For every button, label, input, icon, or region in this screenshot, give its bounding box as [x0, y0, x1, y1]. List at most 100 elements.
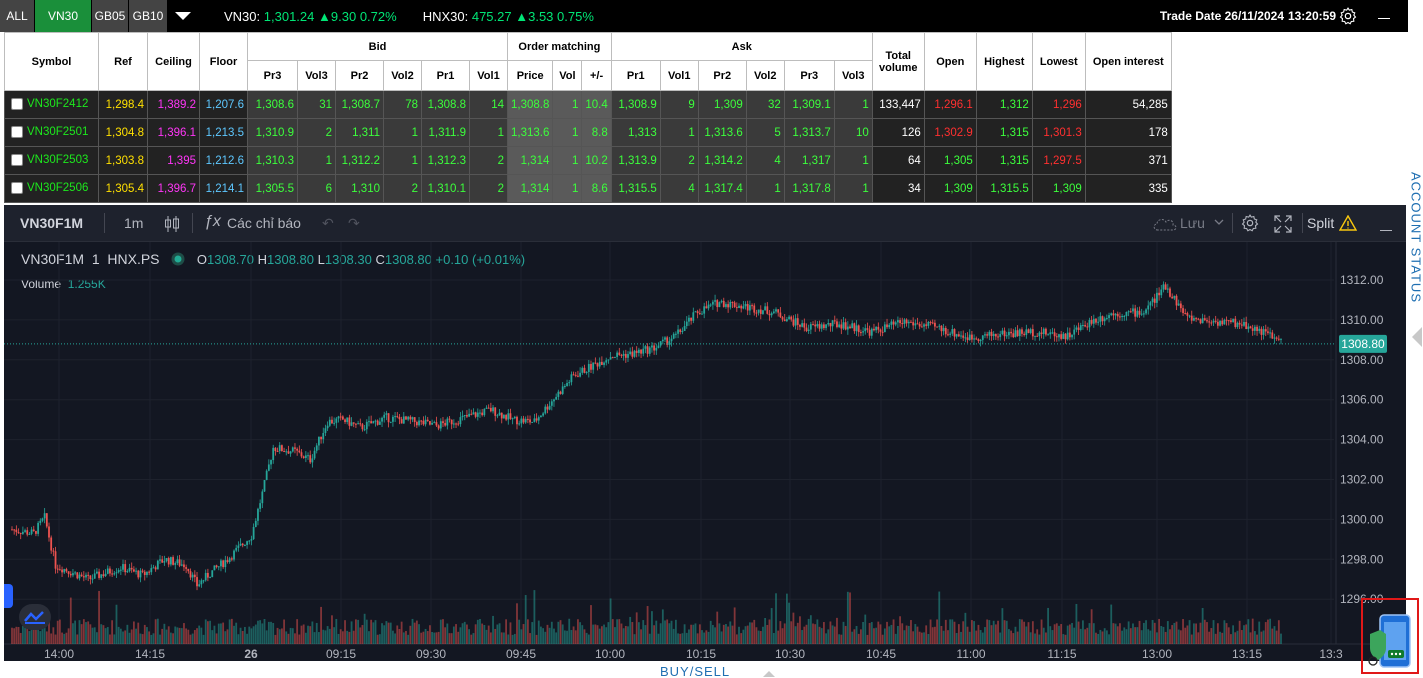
volume-bar: [992, 620, 995, 644]
volume-bar: [355, 619, 357, 644]
chevron-up-icon[interactable]: [762, 670, 776, 678]
fullscreen-icon[interactable]: [1274, 215, 1292, 233]
volume-bar: [772, 633, 775, 644]
volume-bar: [975, 630, 978, 644]
redo-icon[interactable]: ↷: [348, 215, 360, 231]
candle: [570, 374, 573, 383]
candle: [481, 412, 484, 416]
board-cell: 1,301.3: [1031, 118, 1086, 147]
chart-symbol-button[interactable]: VN30F1M: [20, 215, 84, 231]
candle: [296, 448, 299, 451]
volume-bar: [720, 631, 723, 644]
row-checkbox[interactable]: [11, 126, 23, 139]
chevron-down-icon[interactable]: [1214, 219, 1224, 226]
tradingview-logo-icon[interactable]: [19, 604, 51, 630]
board-row[interactable]: VN30F2501 1,304.8 1,396.1 1,213.5 1,310.9 2 1,…: [4, 118, 1172, 147]
candle: [910, 321, 912, 323]
header-ref: Ref: [98, 32, 148, 91]
volume-bar: [1003, 620, 1006, 644]
mobile-app-icon[interactable]: [1366, 612, 1416, 670]
candle: [875, 326, 878, 331]
candlestick-chart[interactable]: 1312.00 1310.00 1308.00 1306.00 1304.00 1302.…: [4, 242, 1406, 661]
volume-bar: [1090, 609, 1093, 644]
volume-bar: [1016, 631, 1019, 644]
symbol-label[interactable]: VN30F2412: [27, 98, 89, 111]
candle: [790, 316, 793, 320]
board-row[interactable]: VN30F2412 1,298.4 1,389.2 1,207.6 1,308.6 31 1…: [4, 90, 1172, 119]
volume-bar: [494, 628, 497, 644]
candle: [359, 423, 362, 425]
symbol-label[interactable]: VN30F2503: [27, 154, 89, 167]
volume-bar: [653, 625, 656, 644]
candle: [259, 503, 262, 509]
volume-bar: [346, 630, 349, 644]
time-tick-label: 09:45: [506, 647, 536, 661]
row-checkbox[interactable]: [11, 182, 23, 195]
minimize-icon[interactable]: [1380, 230, 1392, 231]
candle: [89, 575, 92, 579]
tab-all[interactable]: ALL: [0, 0, 34, 32]
board-cell: 1,296: [1031, 90, 1086, 119]
save-button[interactable]: Lưu: [1180, 215, 1205, 231]
split-button[interactable]: Split: [1307, 215, 1335, 231]
row-checkbox[interactable]: [11, 98, 23, 111]
interval-button[interactable]: 1m: [124, 215, 144, 231]
candle: [788, 316, 790, 320]
chart-side-toggle[interactable]: [4, 584, 13, 608]
tab-gb05[interactable]: GB05: [92, 0, 128, 32]
candle: [855, 325, 858, 332]
candle: [568, 382, 571, 384]
candle: [801, 323, 804, 327]
candle: [642, 348, 645, 354]
volume-bar: [725, 624, 727, 644]
volume-bar: [683, 624, 686, 644]
symbol-label[interactable]: VN30F2501: [27, 126, 89, 139]
symbol-label[interactable]: VN30F2506: [27, 182, 89, 195]
volume-bar: [161, 628, 164, 644]
volume-bar: [1055, 623, 1058, 644]
board-cell: 2: [659, 146, 699, 175]
volume-bar: [637, 622, 640, 644]
legend-exchange: HNX.PS: [107, 251, 160, 267]
header-symbol: Symbol: [4, 32, 99, 91]
candle: [1201, 318, 1204, 324]
volume-bar: [383, 625, 386, 644]
volume-bar: [690, 624, 693, 644]
tab-vn30[interactable]: VN30: [35, 0, 91, 32]
candle: [233, 550, 235, 560]
candle: [285, 451, 288, 453]
volume-bar: [1012, 633, 1015, 644]
candle: [463, 415, 466, 417]
row-checkbox[interactable]: [11, 154, 23, 167]
candle: [1060, 334, 1063, 339]
candle: [1219, 320, 1221, 326]
market-dropdown-button[interactable]: [168, 11, 198, 21]
collapse-arrow-icon[interactable]: [1411, 326, 1423, 348]
candle: [1068, 332, 1071, 338]
candle: [860, 332, 862, 334]
warning-icon[interactable]: [1339, 215, 1357, 231]
board-row[interactable]: VN30F2506 1,305.4 1,396.7 1,214.1 1,305.5 6 1,…: [4, 174, 1172, 203]
tab-gb10[interactable]: GB10: [129, 0, 167, 32]
indicators-button[interactable]: Các chỉ báo: [227, 215, 301, 231]
candle-style-icon[interactable]: [164, 215, 180, 233]
cloud-icon[interactable]: [1152, 217, 1178, 231]
board-row[interactable]: VN30F2503 1,303.8 1,395 1,212.6 1,310.3 1 1,31…: [4, 146, 1172, 175]
settings-icon[interactable]: [1240, 213, 1260, 233]
volume-bar: [1064, 634, 1067, 644]
undo-icon[interactable]: ↶: [322, 215, 334, 231]
volume-bar: [785, 593, 788, 644]
account-status-tab[interactable]: ACCOUNT STATUS: [1406, 150, 1423, 330]
volume-bar: [315, 622, 318, 644]
volume-bar: [844, 625, 847, 644]
fx-icon[interactable]: ƒx: [204, 213, 221, 230]
volume-bar: [666, 619, 669, 644]
candle: [80, 574, 83, 577]
volume-bar: [137, 622, 140, 644]
volume-bar: [764, 617, 767, 644]
minimize-icon[interactable]: [1378, 18, 1390, 19]
volume-bar: [463, 621, 466, 644]
volume-bar: [751, 622, 753, 644]
buy-sell-tab[interactable]: BUY/SELL: [660, 664, 731, 678]
gear-icon[interactable]: [1338, 6, 1358, 26]
